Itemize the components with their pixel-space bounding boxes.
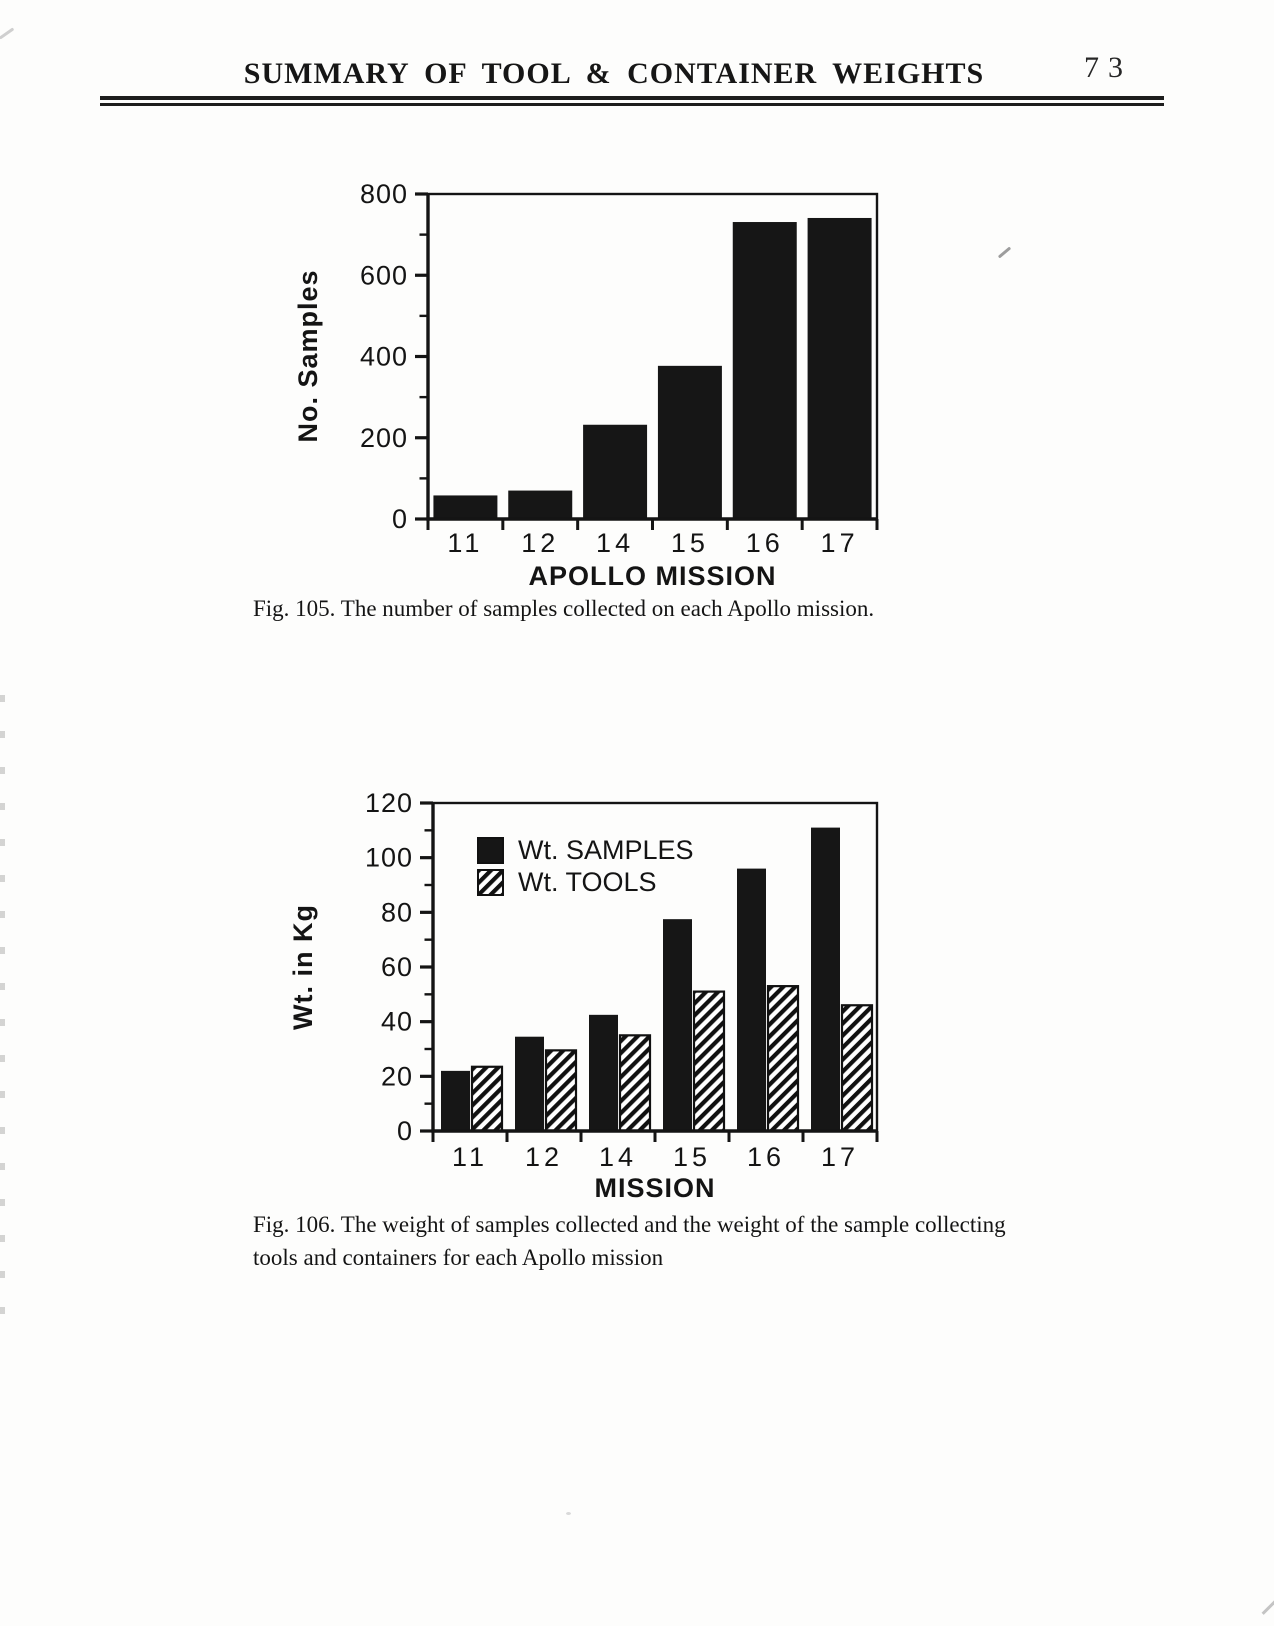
- bar-15: [657, 365, 722, 519]
- y-tick-label: 0: [397, 1116, 413, 1146]
- y-tick-label: 80: [381, 897, 413, 927]
- x-category-label: 14: [596, 528, 634, 558]
- y-tick-label: 40: [381, 1007, 413, 1037]
- header-rule: [100, 96, 1164, 106]
- bar-16: [732, 222, 797, 519]
- bar-samples-11: [441, 1070, 470, 1131]
- legend-swatch-samples: [477, 837, 504, 864]
- x-category-label: 14: [599, 1142, 637, 1172]
- y-tick-label: 0: [392, 504, 408, 534]
- x-category-label: 15: [673, 1142, 711, 1172]
- fig105-caption: Fig. 105. The number of samples collecte…: [253, 596, 875, 621]
- x-axis-title: MISSION: [594, 1173, 715, 1203]
- x-category-label: 17: [821, 1142, 859, 1172]
- scan-artifact-right-mark: [997, 246, 1012, 259]
- bar-tools-15: [692, 990, 726, 1133]
- legend-label: Wt. SAMPLES: [518, 835, 694, 865]
- y-tick-label: 100: [365, 843, 413, 873]
- x-category-label: 12: [521, 528, 559, 558]
- y-tick-label: 200: [360, 423, 408, 453]
- scan-artifact-dot: [566, 1512, 571, 1515]
- y-tick-label: 60: [381, 952, 413, 982]
- bar-tools-11: [470, 1065, 504, 1133]
- fig106-caption: Fig. 106. The weight of samples collecte…: [253, 1208, 1006, 1274]
- bar-12: [508, 490, 573, 519]
- x-axis-title: APOLLO MISSION: [528, 561, 776, 591]
- legend-label: Wt. TOOLS: [518, 867, 657, 897]
- x-category-label: 17: [821, 528, 859, 558]
- legend-swatch-tools: [477, 869, 504, 896]
- y-tick-label: 20: [381, 1061, 413, 1091]
- bar-tools-12: [544, 1049, 578, 1133]
- scan-artifact-bottom-right: [1261, 1600, 1274, 1615]
- bar-tools-14: [618, 1034, 652, 1133]
- x-category-label: 15: [671, 528, 709, 558]
- y-tick-label: 800: [360, 179, 408, 209]
- fig106-caption-line2: tools and containers for each Apollo mis…: [253, 1245, 664, 1270]
- bar-17: [807, 217, 872, 519]
- x-category-label: 11: [452, 1142, 488, 1172]
- x-category-label: 16: [746, 528, 784, 558]
- y-axis-title: No. Samples: [293, 269, 323, 442]
- page-number: 73: [1084, 51, 1132, 84]
- bar-tools-16: [766, 985, 800, 1133]
- bar-samples-16: [737, 868, 766, 1131]
- bar-samples-17: [811, 827, 840, 1131]
- x-category-label: 11: [447, 528, 483, 558]
- bar-samples-12: [515, 1036, 544, 1131]
- page-title: SUMMARY OF TOOL & CONTAINER WEIGHTS: [243, 57, 985, 90]
- fig106-caption-line1: Fig. 106. The weight of samples collecte…: [253, 1212, 1006, 1237]
- bar-tools-17: [840, 1004, 874, 1133]
- y-axis-title: Wt. in Kg: [288, 904, 318, 1030]
- x-category-label: 16: [747, 1142, 785, 1172]
- scan-artifact-left-edge: [0, 695, 5, 1343]
- bar-samples-14: [589, 1014, 618, 1131]
- x-category-label: 12: [525, 1142, 563, 1172]
- fig106-weights-bar-chart: 0 20 40 60 80 100 120 11 12 14 15 16 17 MISSION Wt. in…: [288, 788, 879, 1203]
- y-tick-label: 400: [360, 342, 408, 372]
- bar-14: [583, 424, 648, 519]
- bar-samples-15: [663, 919, 692, 1131]
- bar-11: [433, 495, 498, 519]
- fig105-samples-bar-chart: 0 200 400 600 800 11 12 14 15 16 17 APOLLO MISSION N…: [293, 179, 879, 591]
- y-tick-label: 600: [360, 260, 408, 290]
- y-tick-label: 120: [365, 788, 413, 818]
- scan-artifact-top-left: [0, 27, 15, 40]
